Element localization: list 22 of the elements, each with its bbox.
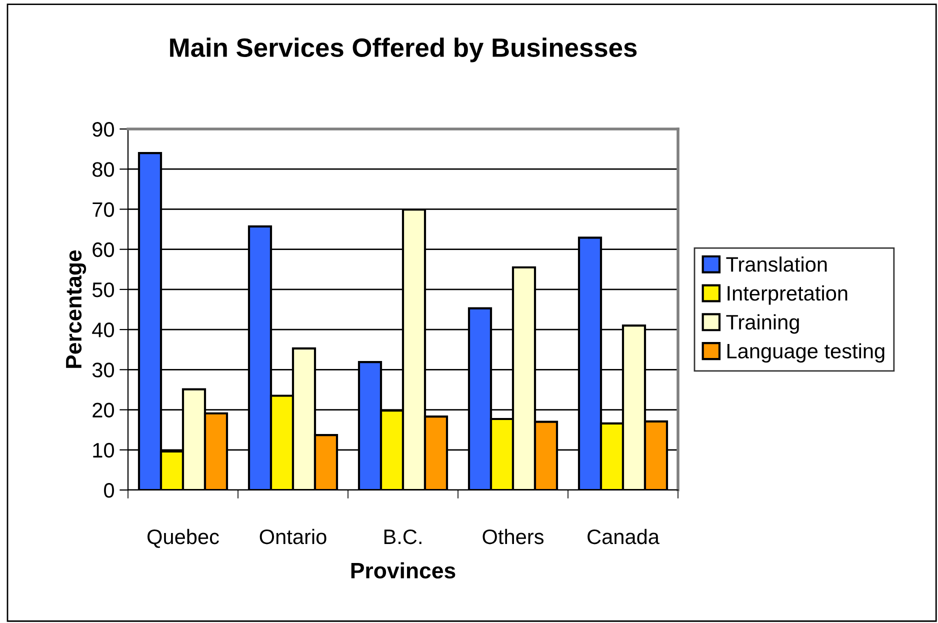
- y-tick-label: 80: [92, 162, 114, 177]
- x-tick-label: Others: [482, 528, 544, 544]
- y-tick-label: 0: [104, 483, 114, 498]
- legend-label: Interpretation: [728, 285, 848, 305]
- y-tick-label: 20: [92, 402, 114, 418]
- x-axis-title: Provinces: [351, 562, 456, 579]
- legend-label: Language testing: [727, 343, 884, 363]
- y-tick-label: 60: [92, 242, 114, 258]
- y-tick-label: 70: [92, 202, 114, 217]
- x-tick-label: Canada: [588, 528, 660, 544]
- y-tick-label: 90: [92, 122, 114, 137]
- y-tick-label: 30: [92, 362, 114, 378]
- y-axis-title: Percentage: [66, 250, 86, 368]
- y-tick-label: 50: [92, 282, 114, 298]
- legend-label: Translation: [726, 256, 827, 272]
- chart-title: Main Services Offered by Businesses: [170, 38, 637, 62]
- x-tick-label: B.C.: [384, 529, 422, 544]
- y-tick-label: 10: [93, 442, 114, 458]
- x-tick-label: Ontario: [260, 528, 326, 544]
- legend-label: Training: [726, 314, 799, 334]
- x-tick-label: Quebec: [148, 528, 219, 548]
- y-tick-label: 40: [92, 322, 114, 338]
